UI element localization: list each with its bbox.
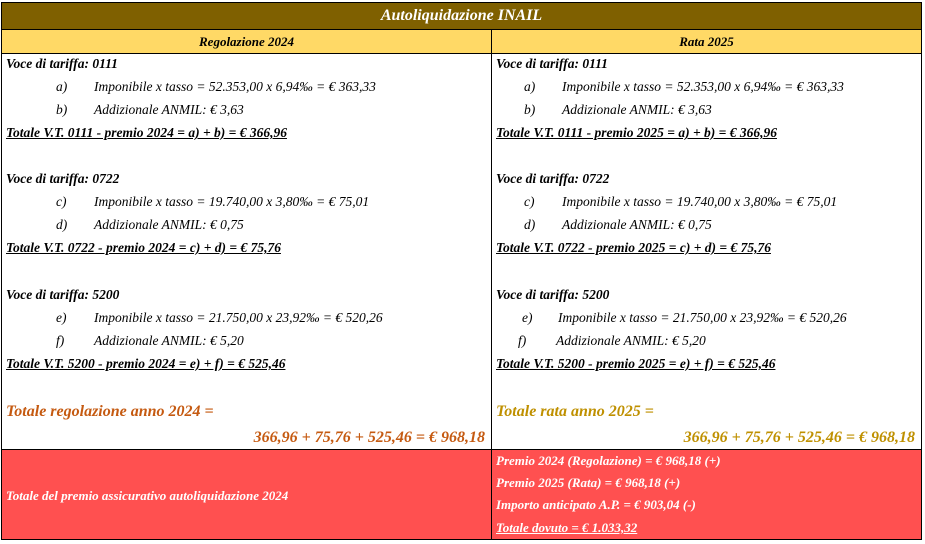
vt-5200-addizionale: Addizionale ANMIL: € 5,20 [556,333,706,348]
vt-0722-addizionale: Addizionale ANMIL: € 0,75 [94,217,244,232]
table-title: Autoliquidazione INAIL [2,3,921,30]
grand-total-label: Totale regolazione anno 2024 = [6,403,214,420]
vt-0111-title: Voce di tariffa: 0111 [6,56,118,71]
vt-0111-imponibile: Imponibile x tasso = 52.353,00 x 6,94‰ =… [562,79,844,94]
vt-0722-title: Voce di tariffa: 0722 [6,171,120,186]
vt-0722-total: Totale V.T. 0722 - premio 2025 = c) + d)… [496,240,771,255]
item-letter: c) [56,194,67,209]
summary-values-cell: Premio 2024 (Regolazione) = € 968,18 (+)… [492,450,921,539]
column-header-rata: Rata 2025 [492,30,921,54]
vt-0722-title: Voce di tariffa: 0722 [496,171,610,186]
item-letter: e) [522,310,533,325]
summary-importo-anticipato: Importo anticipato A.P. = € 903,04 (-) [496,497,696,512]
item-letter: f) [56,333,65,348]
vt-0722-imponibile: Imponibile x tasso = 19.740,00 x 3,80‰ =… [562,194,838,209]
vt-5200-total: Totale V.T. 5200 - premio 2025 = e) + f)… [496,356,776,371]
vt-5200-imponibile: Imponibile x tasso = 21.750,00 x 23,92‰ … [558,310,847,325]
summary-label-cell: Totale del premio assicurativo autoliqui… [2,450,492,539]
vt-5200-title: Voce di tariffa: 5200 [6,287,120,302]
regolazione-column: Voce di tariffa: 0111 a) Imponibile x ta… [2,54,492,450]
item-letter: d) [56,217,68,232]
vt-0722-imponibile: Imponibile x tasso = 19.740,00 x 3,80‰ =… [94,194,370,209]
column-header-regolazione: Regolazione 2024 [2,30,492,54]
vt-5200-title: Voce di tariffa: 5200 [496,287,610,302]
item-letter: a) [524,79,536,94]
summary-premio-2024: Premio 2024 (Regolazione) = € 968,18 (+) [496,453,721,468]
vt-5200-imponibile: Imponibile x tasso = 21.750,00 x 23,92‰ … [94,310,383,325]
grand-total-value: 366,96 + 75,76 + 525,46 = € 968,18 [683,429,915,446]
item-letter: c) [524,194,535,209]
vt-0722-addizionale: Addizionale ANMIL: € 0,75 [562,217,712,232]
vt-0111-addizionale: Addizionale ANMIL: € 3,63 [562,102,712,117]
vt-0111-addizionale: Addizionale ANMIL: € 3,63 [94,102,244,117]
grand-total-value: 366,96 + 75,76 + 525,46 = € 968,18 [253,429,485,446]
vt-0111-title: Voce di tariffa: 0111 [496,56,608,71]
grand-total-label: Totale rata anno 2025 = [496,403,654,420]
item-letter: b) [56,102,68,117]
item-letter: a) [56,79,68,94]
summary-label: Totale del premio assicurativo autoliqui… [6,488,289,503]
vt-0111-total: Totale V.T. 0111 - premio 2024 = a) + b)… [6,125,287,140]
vt-5200-addizionale: Addizionale ANMIL: € 5,20 [94,333,244,348]
vt-5200-total: Totale V.T. 5200 - premio 2024 = e) + f)… [6,356,286,371]
item-letter: b) [524,102,536,117]
item-letter: d) [524,217,536,232]
summary-totale-dovuto: Totale dovuto = € 1.033,32 [496,520,638,535]
item-letter: e) [56,310,67,325]
vt-0111-imponibile: Imponibile x tasso = 52.353,00 x 6,94‰ =… [94,79,376,94]
vt-0111-total: Totale V.T. 0111 - premio 2025 = a) + b)… [496,125,777,140]
item-letter: f) [518,333,527,348]
summary-premio-2025: Premio 2025 (Rata) = € 968,18 (+) [496,475,681,490]
vt-0722-total: Totale V.T. 0722 - premio 2024 = c) + d)… [6,240,281,255]
rata-column: Voce di tariffa: 0111 a) Imponibile x ta… [492,54,921,450]
